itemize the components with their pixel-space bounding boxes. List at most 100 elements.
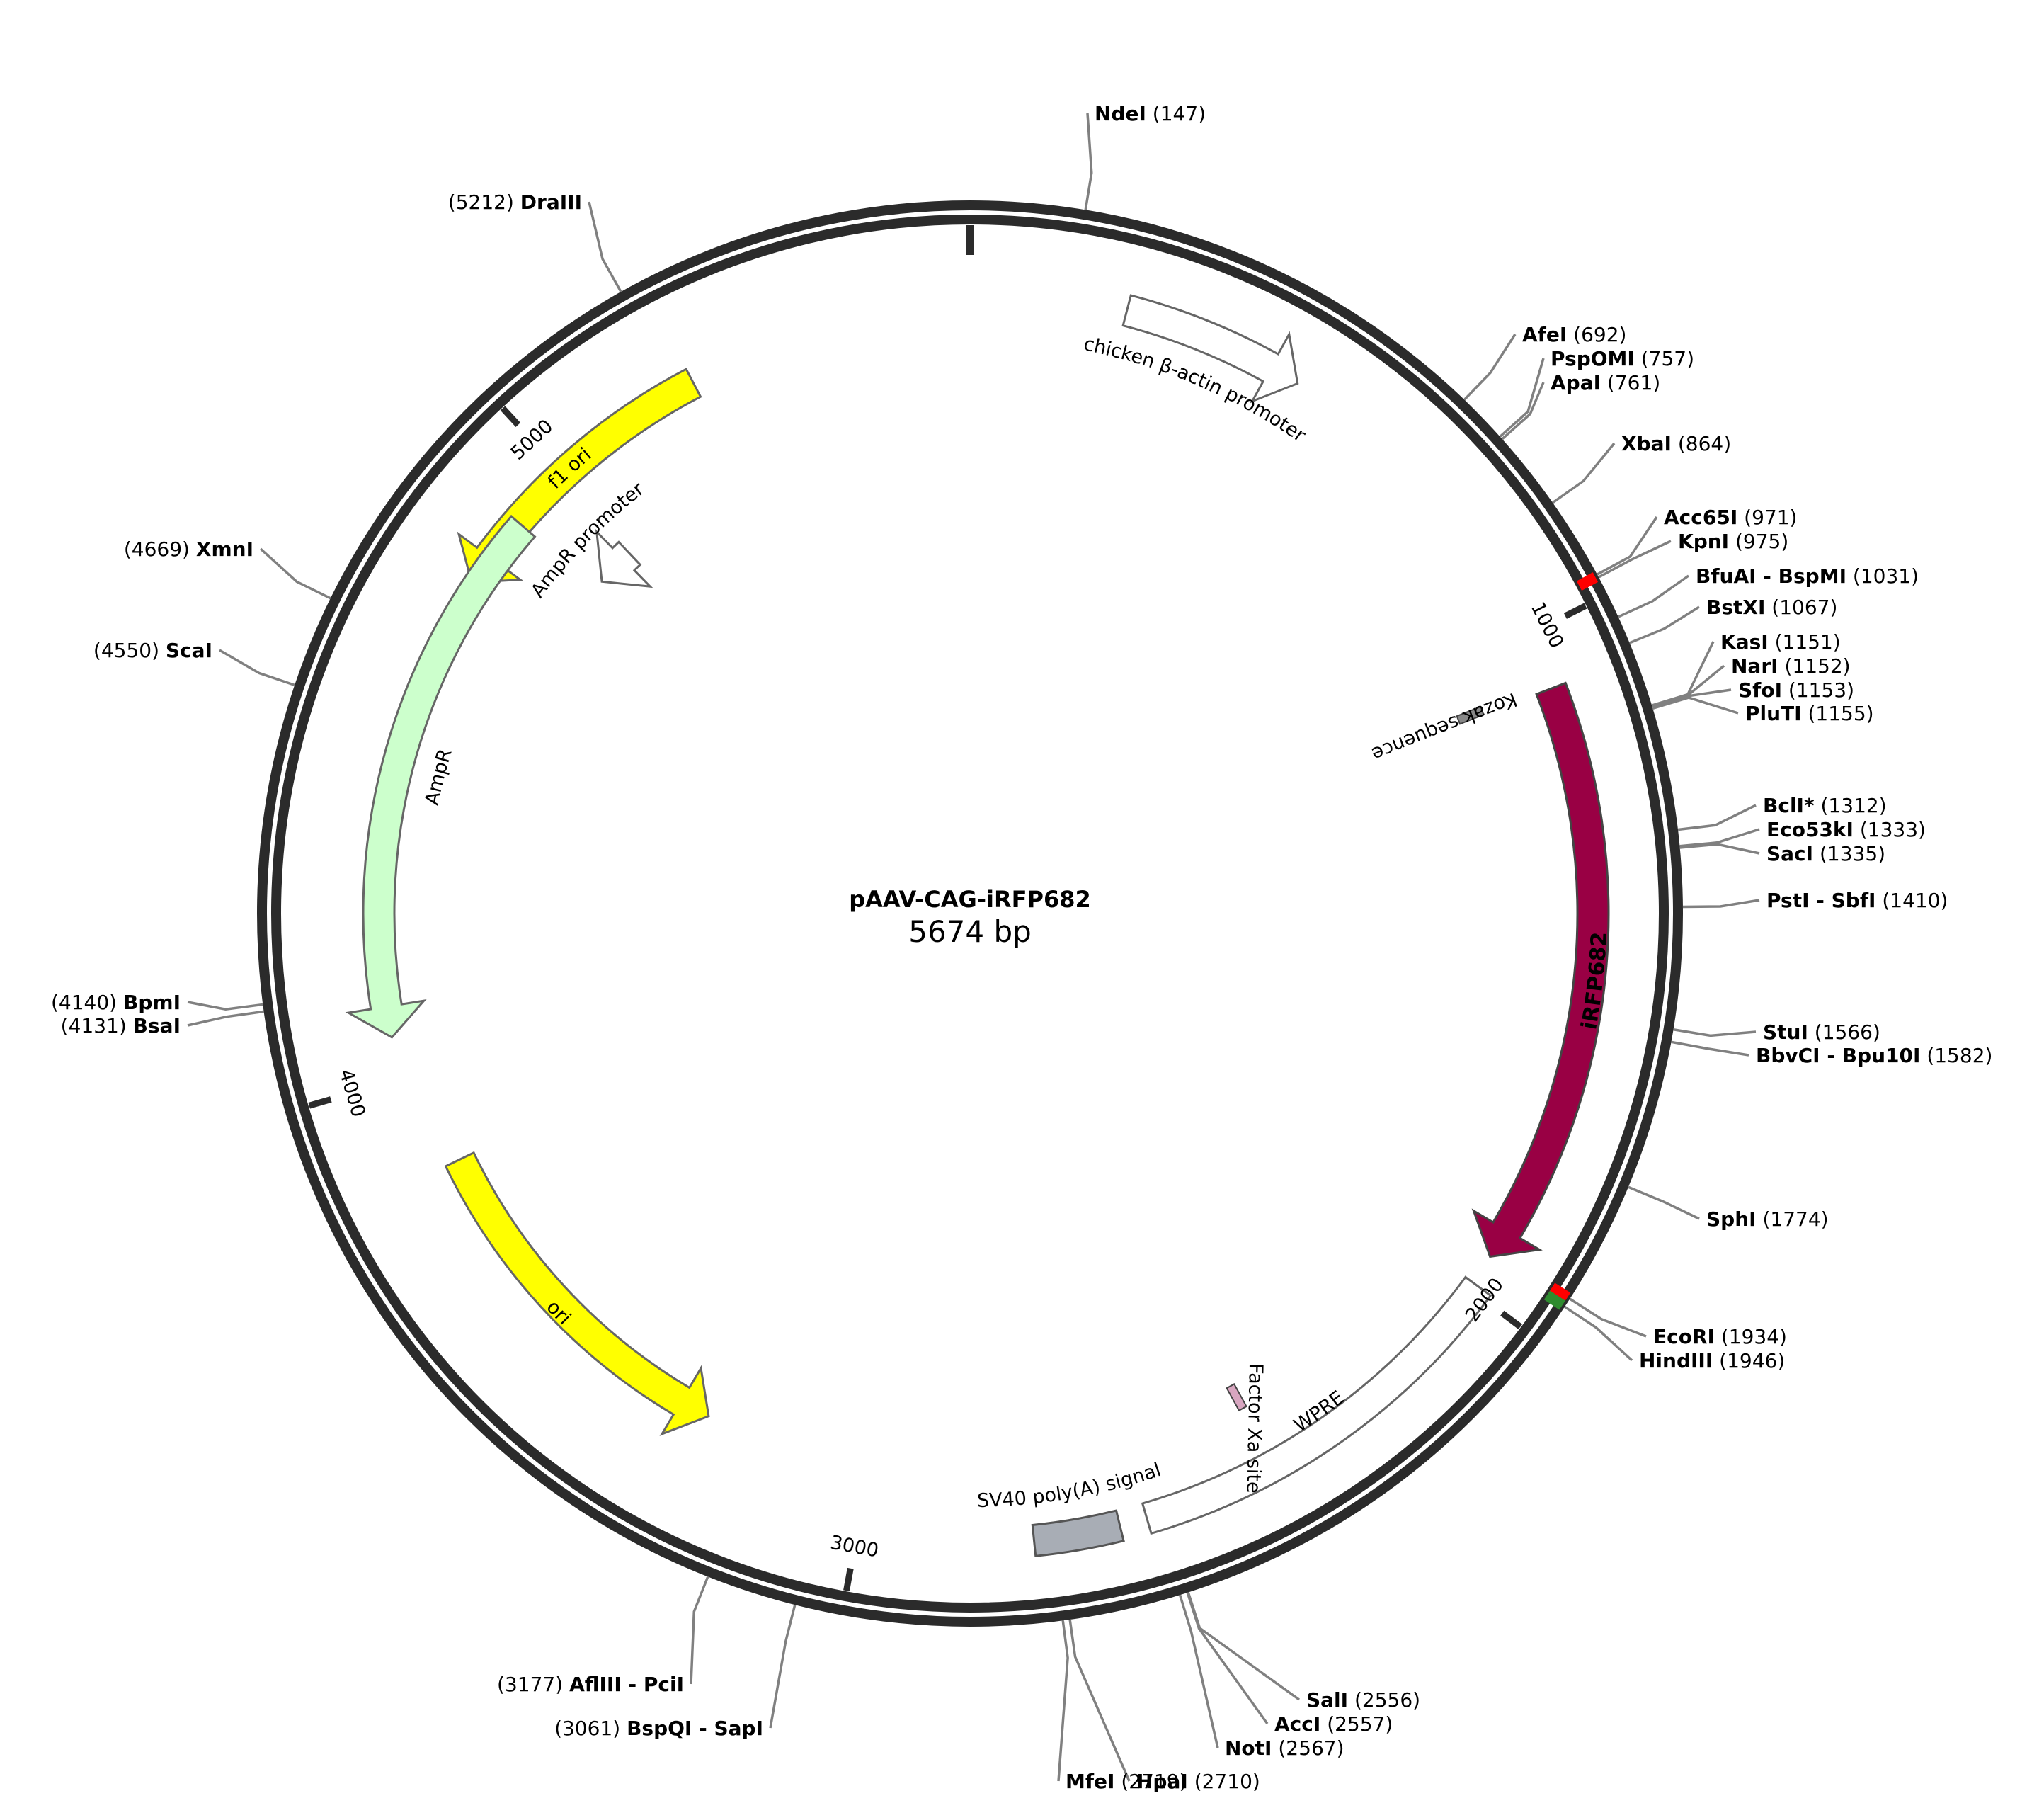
site-line — [1463, 334, 1517, 401]
backbone-inner-ring — [271, 215, 1669, 1613]
site-label-mfei: MfeI (2719) — [1066, 1770, 1187, 1793]
site-line — [588, 201, 622, 292]
feature-ori — [444, 1151, 710, 1436]
site-label-acci: AccI (2557) — [1274, 1712, 1393, 1736]
site-label-bpmi: (4140) BpmI — [51, 991, 181, 1014]
site-label-afliii-pcii: (3177) AflIII - PciI — [497, 1673, 684, 1696]
site-line — [1084, 113, 1093, 210]
site-label-saci: SacI (1335) — [1766, 842, 1885, 865]
site-label-ndei: NdeI (147) — [1095, 102, 1206, 125]
tick-label: 3000 — [828, 1532, 880, 1562]
site-label-pspomi: PspOMI (757) — [1551, 347, 1694, 370]
site-label-sfoi: SfoI (1153) — [1738, 678, 1854, 702]
site-line — [1569, 1297, 1647, 1338]
feature-wpre — [1141, 1275, 1492, 1535]
tick-mark — [308, 1096, 332, 1109]
site-line — [1679, 828, 1760, 848]
feature-kozak-sequence — [1456, 705, 1485, 725]
site-line — [1671, 1040, 1749, 1057]
site-label-kpni: KpnI (975) — [1678, 530, 1788, 553]
site-line — [1652, 696, 1739, 715]
restriction-site-layer: NdeI (147) AfeI (692)PspOMI (757)ApaI (76… — [51, 102, 1992, 1793]
site-line — [1617, 574, 1690, 618]
site-line — [187, 1010, 264, 1027]
feature-label-factor-xa-site: Factor Xa site — [1242, 1363, 1267, 1494]
site-label-acc65i: Acc65I (971) — [1664, 506, 1797, 529]
site-line — [690, 1576, 709, 1685]
tick-label: 4000 — [335, 1067, 370, 1120]
site-label-bsai: (4131) BsaI — [61, 1014, 181, 1037]
backbone-outer-ring — [257, 200, 1683, 1627]
site-label-sali: SalI (2556) — [1306, 1688, 1420, 1712]
site-line — [1068, 1619, 1131, 1782]
site-line — [1651, 664, 1725, 707]
feature-label-path — [1030, 336, 1346, 471]
site-label-bfuai-bspmi: BfuAI - BspMI (1031) — [1696, 564, 1919, 588]
site-label-bspqi-sapi: (3061) BspQI - SapI — [554, 1717, 763, 1740]
plasmid-backbone — [257, 200, 1683, 1627]
feature-factor-xa-site — [1226, 1383, 1247, 1412]
site-label-ecori: EcoRI (1934) — [1653, 1325, 1787, 1348]
site-line — [1186, 1592, 1269, 1725]
feature-irfp682 — [1471, 681, 1610, 1258]
site-label-hindiii: HindIII (1946) — [1639, 1349, 1785, 1372]
site-label-noti: NotI (2567) — [1225, 1736, 1344, 1760]
site-line — [1057, 1620, 1069, 1782]
site-line — [1178, 1594, 1219, 1748]
plasmid-name: pAAV-CAG-iRFP682 — [849, 886, 1091, 913]
site-line — [1564, 1305, 1633, 1362]
tick-mark — [500, 406, 521, 427]
site-line — [1679, 843, 1760, 855]
site-label-psti-sbfi: PstI - SbfI (1410) — [1766, 889, 1948, 912]
site-line — [187, 1001, 263, 1011]
site-label-sphi: SphI (1774) — [1706, 1207, 1829, 1231]
site-label-pluti: PluTI (1155) — [1745, 702, 1874, 725]
plasmid-length: 5674 bp — [908, 914, 1032, 949]
feature-label-ampr: AmpR — [421, 746, 456, 807]
feature-chicken-beta-actin-promoter — [1121, 294, 1299, 404]
site-line — [1501, 382, 1545, 440]
site-label-apai: ApaI (761) — [1551, 371, 1660, 394]
feature-label-sv40-poly-a-signal: SV40 poly(A) signal — [977, 1459, 1164, 1512]
site-line — [259, 547, 331, 600]
site-label-bstxi: BstXI (1067) — [1706, 596, 1837, 619]
site-line — [1499, 358, 1545, 438]
site-line — [1552, 442, 1616, 504]
site-label-scai: (4550) ScaI — [93, 639, 212, 662]
site-line — [1629, 605, 1700, 644]
tick-mark — [1563, 603, 1587, 619]
site-line — [1597, 516, 1658, 576]
tick-mark — [1500, 1310, 1523, 1330]
site-label-eco53ki: Eco53kI (1333) — [1766, 818, 1926, 841]
feature-sv40-poly-a-signal — [1031, 1509, 1125, 1557]
site-highlight — [1576, 572, 1599, 591]
site-label-kasi: KasI (1151) — [1720, 630, 1841, 654]
site-line — [1682, 899, 1760, 909]
site-line — [1187, 1592, 1301, 1701]
site-line — [1677, 804, 1757, 831]
site-label-nari: NarI (1152) — [1731, 654, 1851, 678]
feature-ampr-promoter — [595, 528, 653, 588]
site-line — [219, 649, 295, 687]
site-line — [1652, 688, 1732, 708]
site-label-hpai: HpaI (2710) — [1136, 1770, 1260, 1793]
site-label-draiii: (5212) DraIII — [448, 190, 582, 214]
site-highlight — [1548, 1282, 1571, 1302]
site-line — [1673, 1028, 1757, 1037]
feature-label-kozak-sequence: Kozak sequence — [1369, 688, 1520, 765]
site-label-stui: StuI (1566) — [1763, 1020, 1880, 1044]
site-label-bcli: BclI* (1312) — [1763, 794, 1887, 817]
site-line — [1628, 1185, 1700, 1220]
site-highlight — [1543, 1290, 1565, 1310]
site-line — [769, 1604, 797, 1729]
site-line — [1598, 540, 1672, 579]
site-label-xbai: XbaI (864) — [1621, 432, 1731, 455]
site-label-xmni: (4669) XmnI — [124, 538, 253, 561]
tick-mark — [843, 1567, 854, 1592]
feature-ampr — [345, 514, 537, 1039]
site-label-bbvci-bpu10i: BbvCI - Bpu10I (1582) — [1756, 1044, 1992, 1067]
site-label-afei: AfeI (692) — [1522, 323, 1626, 346]
tick-label: 1000 — [1526, 598, 1568, 652]
